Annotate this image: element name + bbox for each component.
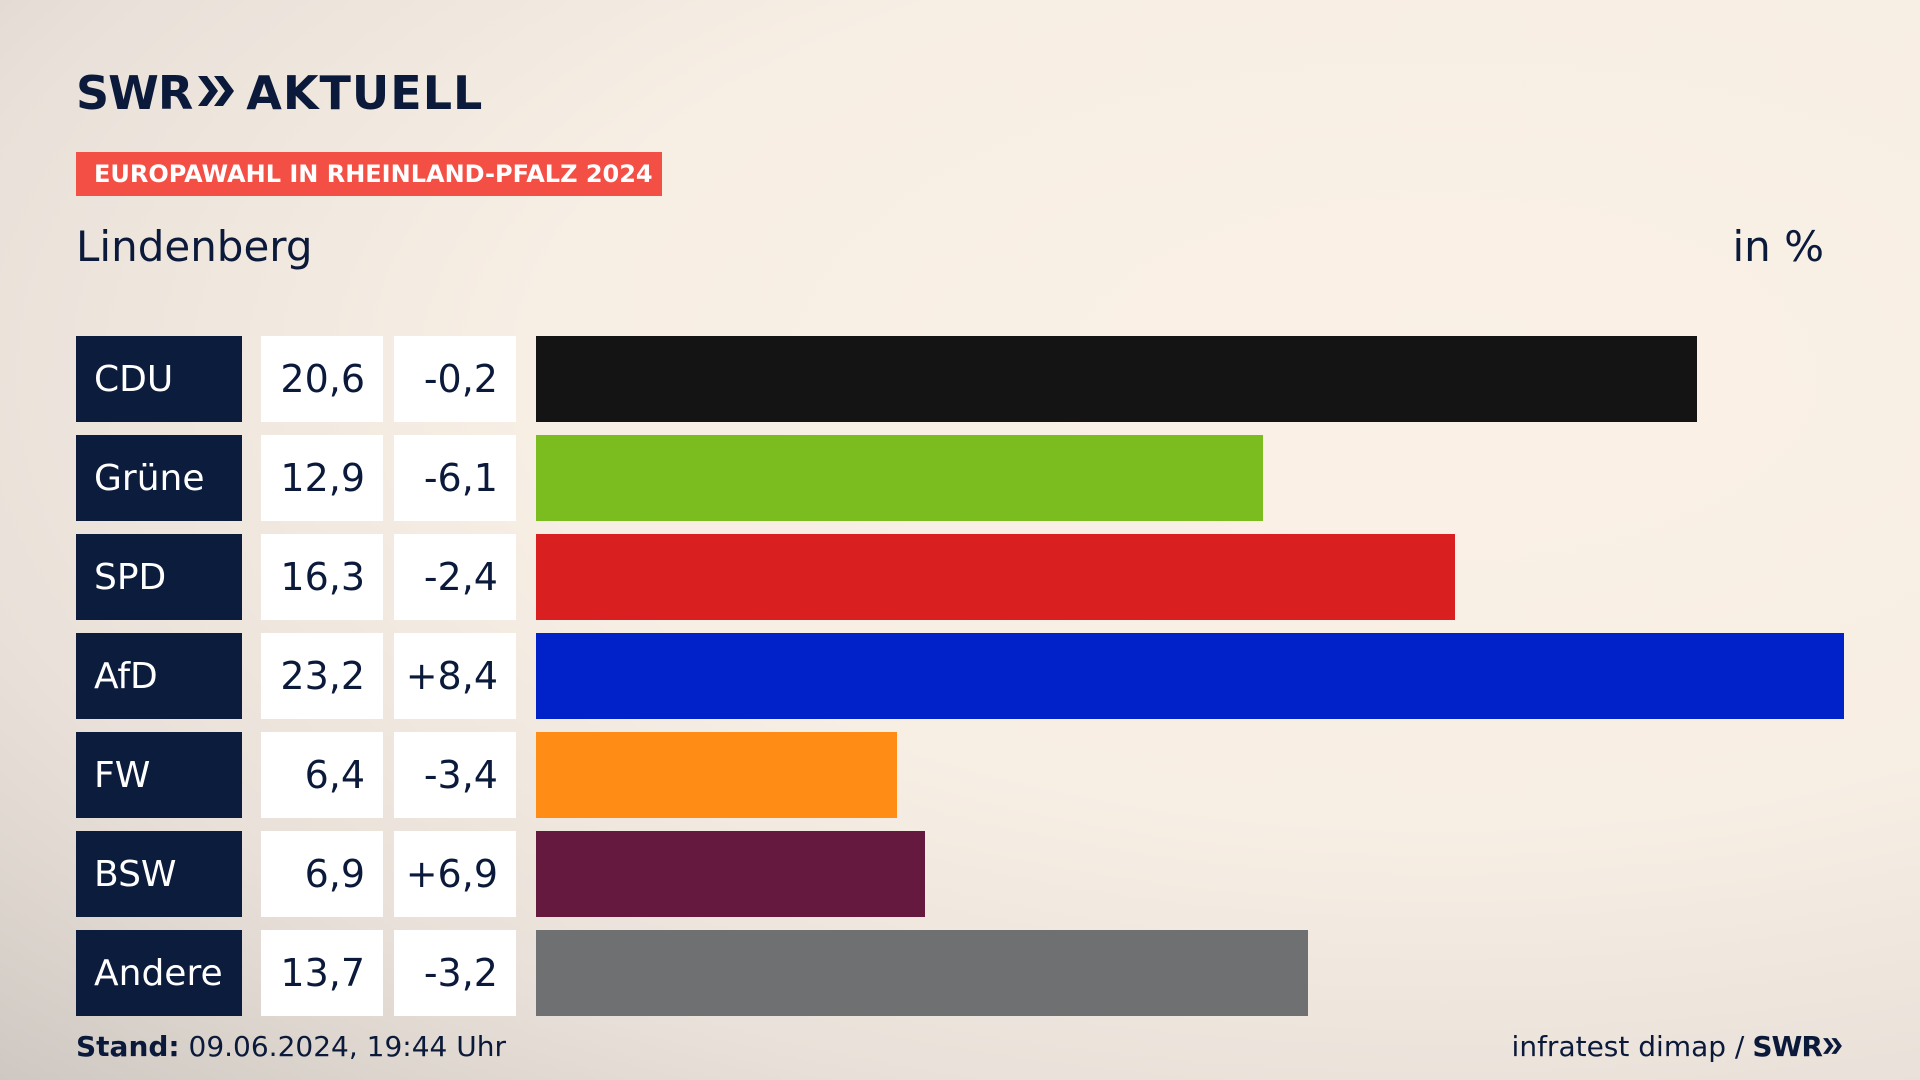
value-label: 12,9: [261, 435, 383, 521]
bar-grüne: [536, 435, 1263, 521]
source-brand: SWR: [1752, 1030, 1823, 1063]
diff-label: -0,2: [394, 336, 516, 422]
stand-value: 09.06.2024, 19:44 Uhr: [179, 1030, 506, 1063]
bar-afd: [536, 633, 1844, 719]
value-label: 23,2: [261, 633, 383, 719]
stand-footer: Stand: 09.06.2024, 19:44 Uhr: [76, 1030, 506, 1063]
swr-aktuell-logo: SWR AKTUELL: [76, 66, 483, 120]
party-label: SPD: [76, 534, 242, 620]
election-tag: EUROPAWAHL IN RHEINLAND-PFALZ 2024: [76, 152, 662, 196]
unit-label: in %: [1732, 222, 1824, 271]
party-label: Andere: [76, 930, 242, 1016]
logo-aktuell-text: AKTUELL: [246, 66, 484, 120]
bar-bsw: [536, 831, 925, 917]
bar-spd: [536, 534, 1455, 620]
party-label: AfD: [76, 633, 242, 719]
small-double-chevron-right-icon: [1822, 1030, 1844, 1063]
party-label: CDU: [76, 336, 242, 422]
source-text: infratest dimap /: [1511, 1030, 1745, 1063]
party-label: BSW: [76, 831, 242, 917]
source-footer: infratest dimap / SWR: [1512, 1030, 1844, 1063]
value-label: 6,9: [261, 831, 383, 917]
diff-label: -3,2: [394, 930, 516, 1016]
diff-label: -2,4: [394, 534, 516, 620]
double-chevron-right-icon: [196, 72, 238, 114]
bar-fw: [536, 732, 897, 818]
value-label: 6,4: [261, 732, 383, 818]
party-label: FW: [76, 732, 242, 818]
region-title: Lindenberg: [76, 222, 313, 271]
logo-swr-text: SWR: [76, 66, 193, 120]
value-label: 16,3: [261, 534, 383, 620]
diff-label: +8,4: [394, 633, 516, 719]
stand-label: Stand:: [76, 1030, 180, 1063]
value-label: 13,7: [261, 930, 383, 1016]
bar-cdu: [536, 336, 1697, 422]
diff-label: -3,4: [394, 732, 516, 818]
bar-andere: [536, 930, 1308, 1016]
value-label: 20,6: [261, 336, 383, 422]
diff-label: +6,9: [394, 831, 516, 917]
diff-label: -6,1: [394, 435, 516, 521]
party-label: Grüne: [76, 435, 242, 521]
